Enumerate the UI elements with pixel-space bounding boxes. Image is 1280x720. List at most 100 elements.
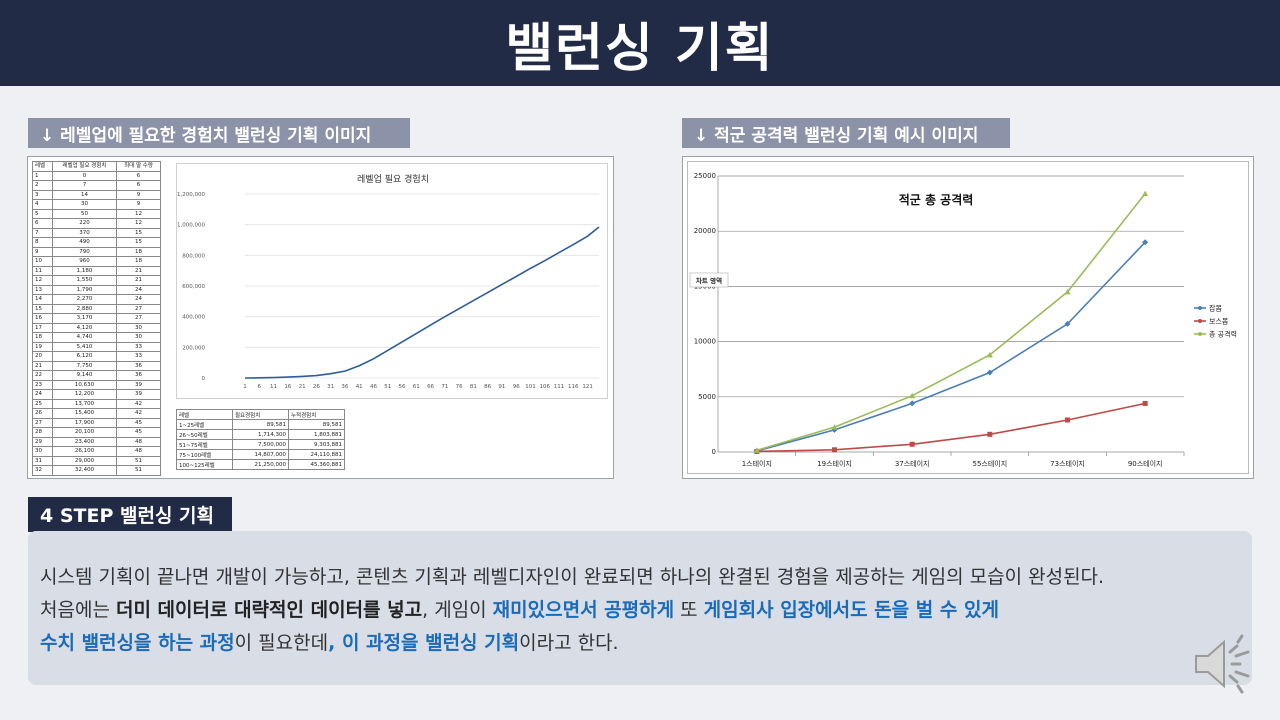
table-cell: 6 [116, 180, 161, 191]
table-cell: 10 [32, 256, 53, 267]
table-cell: 1,180 [52, 265, 117, 276]
table-cell: 7 [32, 227, 53, 238]
table-cell: 29,000 [52, 455, 117, 466]
table-cell: 33 [116, 351, 161, 362]
table-cell: 1,550 [52, 275, 117, 286]
summary-row: 75~100레벨 14,807,000 24,110,881 [176, 449, 345, 460]
series-line [756, 193, 1146, 452]
table-row: 26 15,400 42 [32, 408, 161, 419]
line3-text-d: 이라고 한다. [519, 632, 619, 654]
table-cell: 24 [116, 284, 161, 295]
table-cell: 960 [52, 256, 117, 267]
exp-chart-title: 레벨업 필요 경험치 [357, 173, 429, 185]
table-row: 24 12,200 39 [32, 389, 161, 400]
data-point [909, 441, 915, 447]
table-cell: 36 [116, 360, 161, 371]
y-tick-label: 600,000 [182, 284, 205, 290]
table-cell: 9 [116, 199, 161, 210]
summary-row: 51~75레벨 7,500,000 9,303,881 [176, 439, 345, 450]
table-cell: 31 [32, 455, 53, 466]
table-cell: 최대 딸 수량 [116, 161, 161, 172]
table-cell: 23 [32, 379, 53, 390]
legend-label: 잡몹 [1209, 304, 1222, 313]
table-cell: 36 [116, 370, 161, 381]
table-row: 14 2,270 24 [32, 294, 161, 305]
series-line [756, 402, 1146, 453]
table-row: 18 4,740 30 [32, 332, 161, 343]
table-row: 25 13,700 42 [32, 398, 161, 409]
x-tick-label: 81 [470, 384, 477, 390]
x-tick-label: 56 [399, 384, 406, 390]
chart-area-label: 차트 영역 [696, 276, 722, 285]
table-cell: 16 [32, 313, 53, 324]
table-cell: 0 [52, 170, 117, 181]
table-row: 22 9,140 36 [32, 370, 161, 381]
table-row: 10 960 18 [32, 256, 161, 267]
summary-cell: 45,360,881 [288, 459, 345, 470]
table-cell: 15,400 [52, 408, 117, 419]
x-tick-label: 16 [284, 384, 291, 390]
table-row: 15 2,880 27 [32, 303, 161, 314]
table-cell: 2 [32, 180, 53, 191]
summary-cell: 24,110,881 [288, 449, 345, 460]
table-cell: 17 [32, 322, 53, 333]
legend-marker [1198, 306, 1202, 310]
table-row: 7 370 15 [32, 227, 161, 238]
x-tick-label: 11 [270, 384, 277, 390]
table-row: 23 10,630 39 [32, 379, 161, 390]
table-row: 13 1,790 24 [32, 284, 161, 295]
data-point [909, 400, 916, 407]
x-tick-label: 26 [313, 384, 320, 390]
x-tick-label: 1스테이지 [742, 459, 772, 468]
table-cell: 20 [32, 351, 53, 362]
x-tick-label: 91 [498, 384, 505, 390]
level-exp-table: 레벨 레벨업 필요 경험치 최대 딸 수량 1 0 6 2 7 6 3 14 9 4 30 9 5 50 12 6 2… [32, 161, 161, 476]
line2-text-a: 처음에는 [40, 599, 116, 621]
table-header-row: 레벨 레벨업 필요 경험치 최대 딸 수량 [32, 161, 161, 172]
chart-area-tooltip: 차트 영역 [689, 272, 729, 288]
table-cell: 29 [32, 436, 53, 447]
table-row: 11 1,180 21 [32, 265, 161, 276]
summary-cell: 51~75레벨 [176, 439, 233, 450]
table-cell: 19 [32, 341, 53, 352]
description-line-1: 시스템 기획이 끝나면 개발이 가능하고, 콘텐츠 기획과 레벨디자인이 완료되… [40, 561, 1240, 594]
table-cell: 13 [32, 284, 53, 295]
table-row: 32 32,400 51 [32, 465, 161, 476]
summary-cell: 26~50레벨 [176, 429, 233, 440]
table-cell: 25 [32, 398, 53, 409]
data-point [986, 351, 993, 358]
y-tick-label: 1,200,000 [177, 192, 205, 198]
x-tick-label: 1 [243, 384, 247, 390]
table-row: 31 29,000 51 [32, 455, 161, 466]
x-tick-label: 41 [356, 384, 363, 390]
table-cell: 27 [116, 313, 161, 324]
x-tick-label: 46 [370, 384, 377, 390]
line3-text-b: 이 필요한데 [234, 632, 329, 654]
y-tick-label: 400,000 [182, 315, 205, 321]
y-tick-label: 25000 [694, 172, 716, 180]
table-cell: 12 [116, 208, 161, 219]
table-cell: 790 [52, 246, 117, 257]
summary-cell: 1,803,881 [288, 429, 345, 440]
table-cell: 12 [32, 275, 53, 286]
table-cell: 45 [116, 417, 161, 428]
description-box: 시스템 기획이 끝나면 개발이 가능하고, 콘텐츠 기획과 레벨디자인이 완료되… [28, 531, 1252, 685]
table-row: 21 7,750 36 [32, 360, 161, 371]
data-point [832, 447, 837, 453]
speaker-icon[interactable] [1192, 634, 1254, 694]
table-cell: 9 [32, 246, 53, 257]
table-cell: 32,400 [52, 465, 117, 476]
data-point [1142, 400, 1148, 406]
table-cell: 17,900 [52, 417, 117, 428]
table-row: 30 26,100 48 [32, 446, 161, 457]
summary-row: 1~25레벨 89,581 89,581 [176, 419, 345, 430]
data-point [1065, 417, 1070, 423]
summary-header-row: 레벨 필요경험치 누적경험치 [176, 409, 345, 420]
exp-chart: 레벨업 필요 경험치 0 200,000 400,000 600,000 800,000 1… [176, 163, 608, 399]
table-cell: 20,100 [52, 427, 117, 438]
x-tick-label: 73스테이지 [1050, 459, 1085, 468]
summary-cell: 89,581 [232, 419, 289, 430]
line2-bold-dummy-data: 더미 데이터로 대략적인 데이터를 넣고 [115, 599, 423, 621]
summary-cell: 레벨 [176, 409, 233, 420]
